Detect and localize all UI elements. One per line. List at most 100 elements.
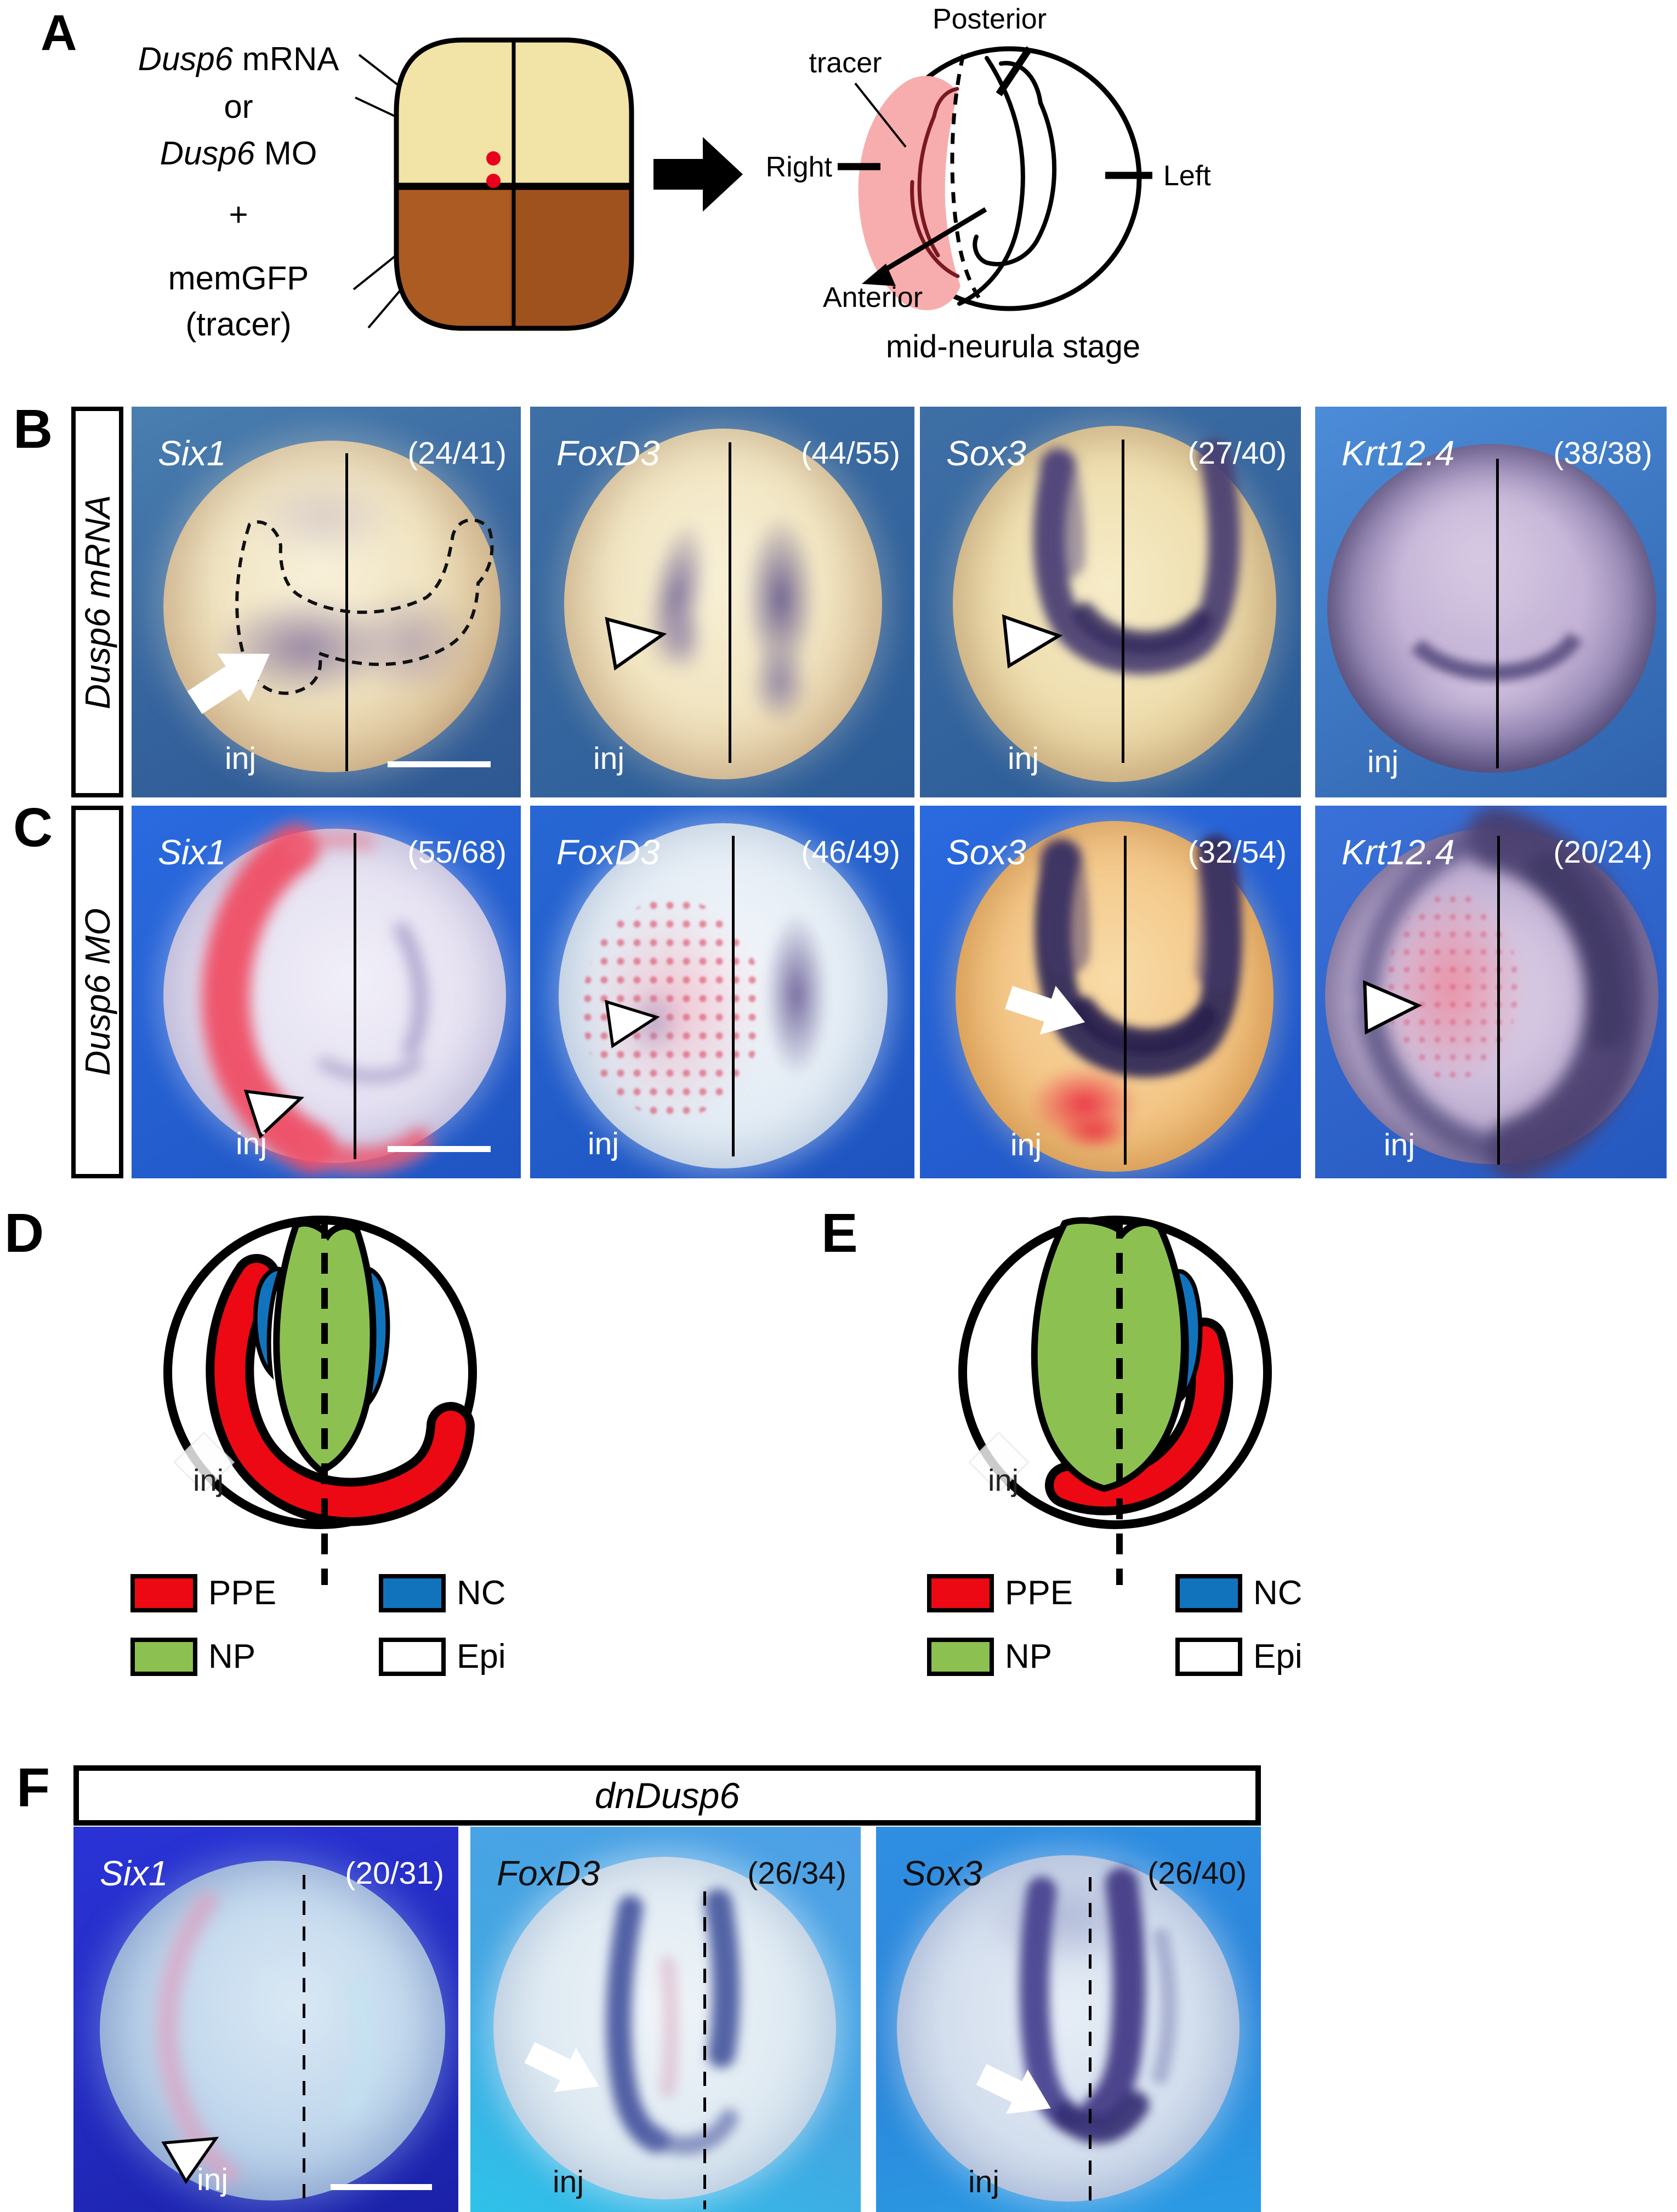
tracer-label: tracer <box>809 47 882 79</box>
anterior-label: Anterior <box>823 282 923 313</box>
flow-arrow-icon <box>653 137 743 212</box>
legend-swatch-nc <box>379 1574 446 1612</box>
anterior-arrow-shaft <box>874 207 987 277</box>
inj-label: inj <box>193 1463 224 1497</box>
panel-b-label: B <box>13 398 53 460</box>
injection-dot-animal <box>486 151 501 166</box>
gene-label: FoxD3 <box>556 833 660 872</box>
white-arrow-icon <box>524 2042 599 2093</box>
gene-label: Six1 <box>158 833 226 872</box>
embryo-midline <box>1497 836 1500 1165</box>
overlay-arrow <box>1363 980 1423 1035</box>
neurula-labels: Posterior tracer Right Left Anterior mid… <box>766 3 1212 364</box>
inject-line-1: Dusp6 mRNA <box>138 41 339 77</box>
inject-line-3: Dusp6 MO <box>160 135 317 172</box>
inject-line-2: or <box>224 88 253 125</box>
stage-label: mid-neurula stage <box>886 329 1140 364</box>
legend-label-epi: Epi <box>1253 1638 1303 1675</box>
inj-label: inj <box>236 1126 268 1161</box>
legend-swatch-epi <box>1175 1638 1242 1676</box>
right-label: Right <box>766 151 833 183</box>
np-region <box>273 1220 377 1475</box>
panel-b-image-krt12: Krt12.4 (38/38) inj <box>1315 407 1667 797</box>
legend-label-np: NP <box>208 1638 256 1675</box>
tracer-wash <box>1378 885 1526 1088</box>
overlay <box>605 1000 660 1048</box>
white-arrowhead-icon <box>1002 614 1063 669</box>
legend-label-nc: NC <box>457 1574 506 1612</box>
nc-region-left <box>253 1267 284 1380</box>
overlay <box>1002 439 1240 675</box>
panel-c-image-sox3: Sox3 (32/54) inj <box>920 806 1301 1178</box>
embryo <box>564 429 882 779</box>
white-arrow-icon <box>1005 985 1085 1035</box>
stain-blob <box>765 913 828 1077</box>
expression-streaks <box>606 1889 740 2155</box>
dark-stain-crescent <box>1355 807 1647 1178</box>
inject-line-5: memGFP <box>168 260 309 297</box>
panel-c-row-label: Dusp6 MO <box>77 908 117 1076</box>
gene-label: Sox3 <box>902 1854 982 1893</box>
injection-text-block: Dusp6 mRNA or Dusp6 MO + memGFP (tracer) <box>138 41 339 343</box>
overlay <box>157 1891 376 2185</box>
stain-blob <box>662 604 706 675</box>
four-cell-embryo <box>394 37 634 331</box>
panel-d-schematic: inj <box>163 1216 477 1585</box>
embryo-midline-dashed <box>1089 1877 1092 2212</box>
embryo-midline <box>1122 440 1124 763</box>
count-label: (55/68) <box>407 835 507 870</box>
faint-stain <box>317 922 428 1083</box>
panel-b-image-sox3: Sox3 (27/40) inj <box>920 407 1301 797</box>
panel-c-row-label-box: Dusp6 MO <box>71 806 123 1178</box>
embryo-midline <box>732 836 735 1156</box>
count-label: (20/31) <box>345 1856 444 1891</box>
overlay <box>605 617 667 671</box>
expression-horseshoe <box>1034 835 1242 1078</box>
embryo-midline <box>729 442 731 763</box>
count-label: (38/38) <box>1553 436 1652 471</box>
inj-highlight-diamond <box>968 1431 1030 1493</box>
posterior-tick <box>996 46 1033 96</box>
tracer-speckles <box>1386 893 1518 1080</box>
inj-label: inj <box>553 2164 584 2199</box>
clear-region <box>1381 464 1581 645</box>
tracer-pink-edge <box>157 1891 376 2184</box>
inj-label: inj <box>1010 1127 1042 1162</box>
overlay <box>524 1889 740 2155</box>
gene-label: Sox3 <box>946 434 1026 473</box>
expression-bands <box>1019 1867 1178 2144</box>
stain-blob <box>749 642 810 725</box>
ppe-region <box>206 1254 475 1526</box>
embryo-midline-dashed <box>303 1875 305 2209</box>
legend-swatch-np <box>130 1638 197 1676</box>
panel-a-label: A <box>41 5 77 61</box>
legend-swatch-ppe <box>927 1574 994 1612</box>
anterior-arrowhead-icon <box>862 264 896 286</box>
tracer-red-blob <box>1060 1113 1131 1151</box>
panel-e-label: E <box>821 1202 858 1264</box>
legend-label-ppe: PPE <box>208 1574 277 1612</box>
panel-f-label: F <box>16 1757 50 1818</box>
gene-label: FoxD3 <box>497 1854 600 1893</box>
expression-outline-dashed <box>235 518 494 695</box>
inj-label: inj <box>988 1463 1019 1497</box>
panel-c-label: C <box>13 797 53 858</box>
vegetal-left-cell <box>396 186 510 328</box>
panel-d-label: D <box>4 1202 44 1264</box>
overlay <box>187 518 494 714</box>
gene-label: Sox3 <box>946 833 1026 872</box>
inj-label: inj <box>197 2162 229 2197</box>
white-arrow-icon <box>187 653 270 714</box>
scale-bar <box>331 2184 432 2190</box>
expression-horseshoe <box>1033 439 1240 675</box>
embryo-midline <box>1496 459 1499 768</box>
panel-f-image-six1: Six1 (20/31) inj <box>73 1827 458 2212</box>
schematic-diagrams: inj inj <box>163 1216 1272 1585</box>
inj-label: inj <box>588 1126 619 1161</box>
panel-f-image-sox3: Sox3 (26/40) inj <box>876 1827 1261 2212</box>
legend-swatch-epi <box>379 1638 446 1676</box>
legend-swatch-ppe <box>130 1574 197 1612</box>
panel-b-row-label-box: Dusp6 mRNA <box>71 407 123 797</box>
white-arrowhead-icon <box>161 2136 219 2185</box>
